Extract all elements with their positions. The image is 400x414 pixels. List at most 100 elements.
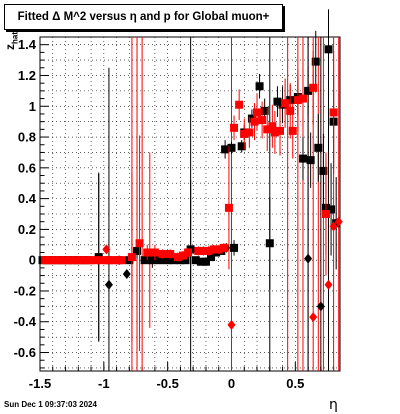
data-point-square — [235, 100, 244, 109]
data-point-square — [204, 246, 213, 255]
data-point-square — [270, 128, 279, 137]
data-point-square — [276, 126, 284, 135]
y-tick-label: 0.4 — [18, 191, 37, 206]
data-point-square — [102, 256, 111, 265]
plot-frame — [39, 36, 341, 372]
x-tick-label: -1 — [98, 376, 110, 391]
data-point-diamond — [304, 253, 313, 264]
data-point-square — [112, 256, 121, 265]
y-tick-label: 0 — [29, 253, 36, 268]
data-point-diamond — [227, 319, 236, 330]
data-point-square — [324, 45, 333, 54]
data-point-square — [181, 256, 190, 265]
data-point-square — [281, 99, 290, 108]
data-point-square — [314, 143, 323, 152]
data-point-square — [140, 256, 149, 265]
data-point-square — [56, 256, 65, 265]
data-point-square — [298, 94, 307, 103]
y-tick-label: 1.2 — [18, 68, 36, 83]
data-point-square — [258, 116, 267, 125]
data-point-square — [230, 243, 239, 252]
data-point-square — [298, 154, 307, 163]
data-point-square — [260, 106, 269, 115]
data-point-diamond — [309, 312, 318, 323]
data-point-square — [81, 256, 90, 265]
y-tick-label: -0.2 — [14, 283, 36, 298]
data-point-square — [265, 239, 274, 248]
data-point-square — [178, 251, 187, 260]
data-point-square — [196, 257, 205, 266]
data-point-square — [268, 122, 277, 131]
data-point-square — [143, 248, 152, 257]
data-point-square — [97, 256, 106, 265]
data-point-square — [173, 253, 182, 262]
x-tick-label: 0 — [228, 376, 235, 391]
data-point-square — [92, 256, 101, 265]
data-point-square — [133, 246, 142, 255]
chart-title: Fitted Δ M^2 versus η and p for Global m… — [4, 4, 283, 30]
data-point-square — [319, 166, 328, 175]
data-point-square — [240, 129, 249, 138]
y-tick-label: -0.4 — [14, 314, 37, 329]
data-point-square — [87, 256, 96, 265]
data-point-square — [245, 128, 254, 137]
data-point-square — [46, 256, 55, 265]
data-point-square — [158, 250, 167, 259]
data-point-square — [135, 239, 144, 248]
data-point-square — [207, 253, 216, 262]
data-point-diamond — [324, 279, 333, 290]
data-point-square — [253, 108, 262, 117]
data-point-square — [201, 257, 210, 266]
data-point-diamond — [329, 221, 338, 232]
x-tick-label: 0.5 — [286, 376, 304, 391]
data-point-square — [288, 126, 297, 135]
x-axis-title: η — [329, 397, 338, 413]
data-point-square — [273, 97, 282, 106]
data-point-square — [66, 256, 75, 265]
y-tick-label: 0.8 — [18, 130, 36, 145]
datestamp: Sun Dec 1 09:37:03 2024 — [4, 400, 97, 409]
data-point-square — [329, 108, 338, 117]
y-tick-label: 1 — [29, 99, 36, 114]
data-point-diamond — [316, 301, 325, 312]
data-point-square — [148, 256, 157, 265]
data-point-square — [263, 125, 272, 134]
data-point-square — [219, 243, 228, 252]
data-point-square — [71, 256, 80, 265]
data-point-square — [250, 117, 259, 126]
x-tick-label: -1.5 — [29, 376, 51, 391]
data-point-square — [51, 256, 60, 265]
y-tick-label: -0.6 — [14, 345, 36, 360]
data-point-square — [163, 256, 172, 265]
data-point-square — [184, 248, 193, 257]
data-point-square — [237, 142, 246, 151]
data-point-square — [255, 82, 264, 91]
y-tick-label: 0.2 — [18, 222, 36, 237]
data-point-square — [166, 250, 175, 259]
x-tick-label: -0.5 — [156, 376, 178, 391]
data-point-square — [227, 143, 236, 152]
data-point-square — [311, 57, 320, 66]
data-point-square — [214, 245, 223, 254]
data-point-square — [286, 106, 295, 115]
data-point-square — [224, 203, 233, 212]
y-tick-label: 1.4 — [18, 37, 37, 52]
data-point-square — [199, 246, 208, 255]
data-point-square — [221, 145, 230, 154]
data-point-diamond — [122, 269, 131, 280]
data-point-square — [127, 253, 136, 262]
data-point-square — [76, 256, 85, 265]
data-point-square — [156, 256, 164, 265]
data-point-square — [327, 205, 336, 214]
data-point-square — [117, 256, 126, 265]
data-point-square — [306, 156, 315, 165]
y-axis-title: zhat — [3, 32, 20, 50]
data-point-square — [230, 123, 239, 132]
y-tick-label: 0.6 — [18, 160, 36, 175]
data-point-square — [293, 96, 302, 105]
data-point-diamond — [104, 279, 113, 290]
data-point-square — [309, 83, 318, 92]
data-point-square — [61, 256, 70, 265]
data-point-square — [107, 256, 116, 265]
